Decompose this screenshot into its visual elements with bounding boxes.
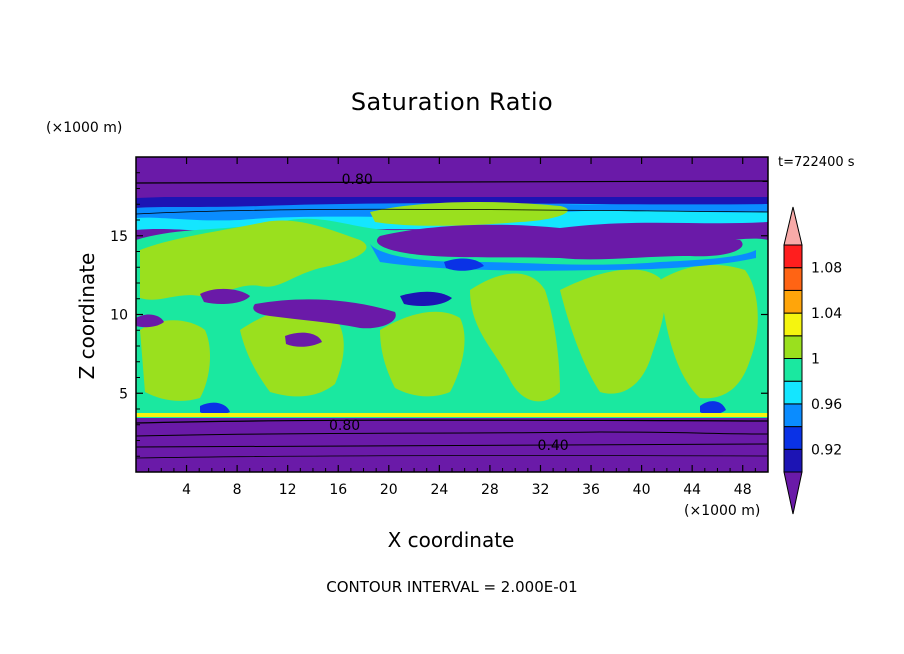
contour-label: 0.80: [342, 172, 373, 188]
field-layer: [136, 157, 768, 472]
field-lime-5: [660, 264, 758, 399]
y-tick-label: 15: [110, 229, 128, 245]
chart-title: Saturation Ratio: [350, 88, 554, 116]
field-yellow-strip: [136, 413, 768, 417]
colorbar-box: [783, 403, 803, 428]
contour-line-upper: [136, 208, 768, 215]
y-axis-ticks: 5 10 15: [110, 172, 768, 457]
x-tick-label: 44: [683, 482, 701, 498]
colorbar-box: [783, 312, 803, 337]
x-axis-label: X coordinate: [387, 528, 515, 552]
y-units-label: (×1000 m): [46, 120, 123, 136]
x-tick-label: 12: [279, 482, 297, 498]
field-lime-8: [140, 320, 211, 401]
contour-label: 0.40: [538, 438, 569, 454]
contour-interval-note: CONTOUR INTERVAL = 2.000E-01: [326, 578, 578, 596]
x-tick-label: 8: [233, 482, 242, 498]
x-tick-label: 36: [582, 482, 600, 498]
x-tick-label: 16: [329, 482, 347, 498]
contour-line-top: [136, 180, 768, 184]
colorbar-box: [783, 358, 803, 382]
colorbar-box: [783, 244, 803, 269]
y-tick-label: 10: [110, 308, 128, 324]
x-tick-label: 40: [633, 482, 651, 498]
colorbar-box: [783, 448, 803, 473]
colorbar-box: [783, 335, 803, 359]
colorbar-box: [783, 380, 803, 405]
x-tick-label: 20: [380, 482, 398, 498]
x-units-label: (×1000 m): [684, 503, 761, 519]
colorbar-label: 1: [811, 352, 820, 368]
colorbar-label: 1.04: [811, 306, 842, 322]
field-lime-6: [240, 306, 344, 397]
field-lime-1: [140, 220, 367, 300]
time-label: t=722400 s: [778, 155, 855, 170]
colorbar-label: 0.92: [811, 442, 842, 458]
field-blob-5: [136, 314, 164, 328]
field-blob-3: [285, 332, 322, 347]
contour-labels: 0.80 0.80 0.40: [329, 172, 569, 454]
field-blob-2: [253, 299, 396, 329]
x-tick-label: 28: [481, 482, 499, 498]
field-lime-4: [560, 269, 666, 394]
colorbar-box: [783, 289, 803, 314]
field-blob-4: [400, 291, 452, 306]
colorbar-over-triangle: [783, 206, 803, 246]
x-tick-label: 4: [182, 482, 191, 498]
contour-line-lower-2: [136, 431, 768, 437]
x-axis-ticks: 4 8 12 16 20 24 28 32 36 40 44 48: [148, 157, 756, 498]
colorbar-label: 0.96: [811, 397, 842, 413]
field-lime-3: [470, 273, 560, 402]
y-tick-label: 5: [119, 386, 128, 402]
colorbar-box: [783, 426, 803, 450]
x-tick-label: 48: [734, 482, 752, 498]
contour-line-lower-1: [136, 419, 768, 424]
colorbar: 0.92 0.96 1 1.04 1.08: [783, 206, 842, 515]
field-upper-purple: [376, 224, 743, 260]
colorbar-label: 1.08: [811, 261, 842, 277]
field-blob-6: [444, 258, 484, 271]
contour-label: 0.80: [329, 418, 360, 434]
contour-line-lower-4: [136, 455, 768, 459]
field-top-purple: [136, 157, 768, 197]
x-tick-label: 32: [532, 482, 550, 498]
field-lime-7: [380, 311, 465, 397]
field-blob-7: [200, 402, 230, 415]
colorbar-under-triangle: [783, 471, 803, 515]
field-blob-8: [700, 401, 726, 415]
x-tick-label: 24: [430, 482, 448, 498]
colorbar-box: [783, 267, 803, 291]
field-blob-1: [200, 288, 250, 304]
field-lime-2: [370, 202, 568, 226]
